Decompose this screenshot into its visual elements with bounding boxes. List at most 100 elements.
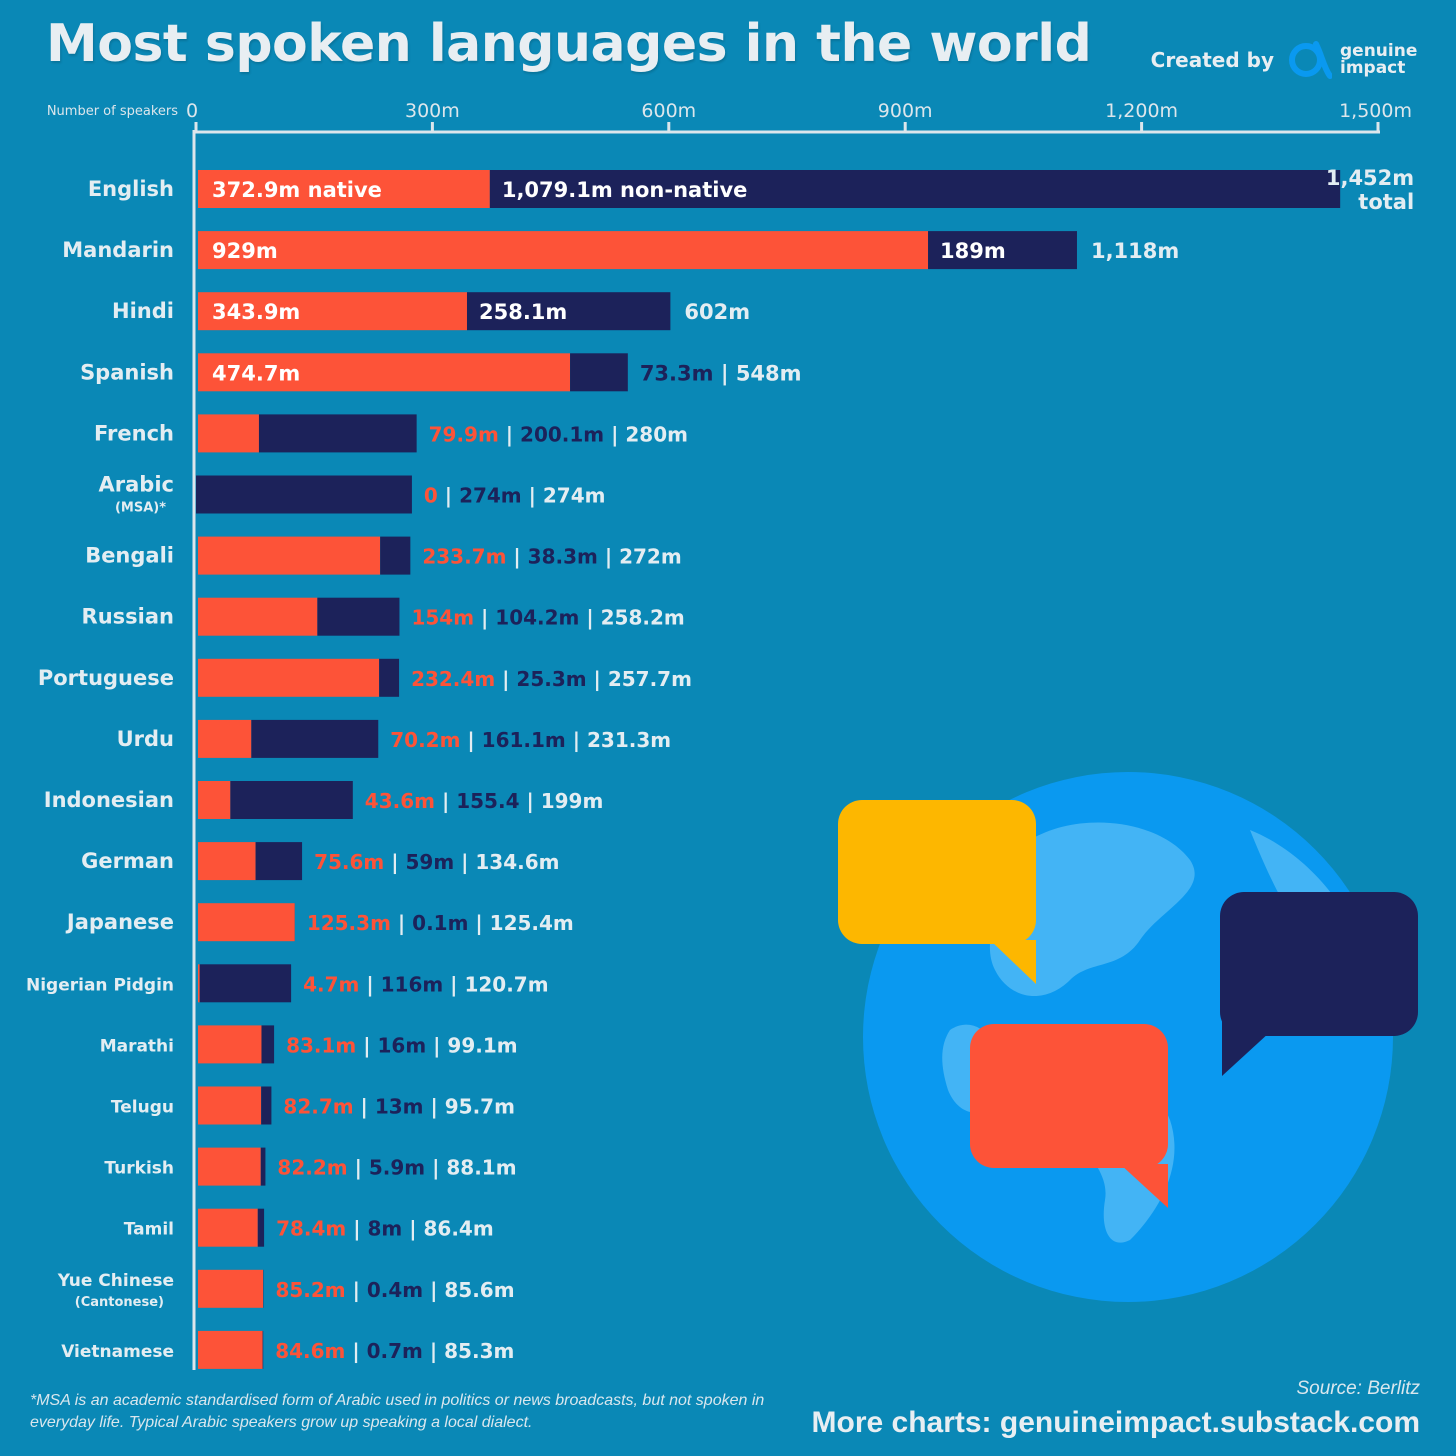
bar-native bbox=[198, 781, 231, 819]
value-label-group: 73.3m | 548m bbox=[640, 361, 802, 386]
native-value-label: 43.6m bbox=[365, 789, 435, 813]
category-label: Telugu bbox=[111, 1098, 174, 1118]
separator: | bbox=[345, 1339, 366, 1363]
speech-bubble-red-icon bbox=[970, 1024, 1168, 1208]
total-value-label: 99.1m bbox=[447, 1033, 517, 1057]
category-sublabel: (MSA)* bbox=[115, 501, 166, 516]
bar-non-native bbox=[317, 597, 400, 636]
non-native-value-label: 0.7m bbox=[367, 1339, 423, 1363]
x-tick-label: 1,500m bbox=[1339, 100, 1412, 122]
speech-bubble-yellow-icon bbox=[838, 800, 1036, 984]
bar-native bbox=[198, 1208, 258, 1247]
bar-native bbox=[198, 1147, 261, 1186]
alpha-logo-icon bbox=[1289, 41, 1332, 79]
bar-native bbox=[198, 231, 929, 270]
brand-name: genuine impact bbox=[1340, 43, 1420, 77]
category-label: Japanese bbox=[65, 910, 174, 934]
bar-native bbox=[198, 964, 200, 1003]
bar-native bbox=[198, 292, 467, 331]
separator: | bbox=[426, 1033, 447, 1057]
separator: | bbox=[604, 422, 625, 446]
bar-non-native bbox=[251, 719, 379, 758]
more-charts-link[interactable]: More charts: genuineimpact.substack.com bbox=[811, 1406, 1421, 1439]
value-label-group: 78.4m | 8m | 86.4m bbox=[276, 1217, 494, 1241]
x-tick-label: 600m bbox=[641, 100, 696, 122]
separator: | bbox=[495, 667, 516, 691]
non-native-value-label: 25.3m bbox=[516, 667, 586, 691]
bar-non-native bbox=[570, 353, 628, 392]
value-label-group: 79.9m | 200.1m | 280m bbox=[429, 422, 688, 446]
total-value-label: 231.3m bbox=[587, 728, 671, 752]
non-native-value-label: 116m bbox=[381, 972, 444, 996]
bar-non-native bbox=[379, 658, 400, 697]
bar-native bbox=[198, 1025, 262, 1064]
x-tick-label: 0 bbox=[186, 100, 198, 122]
separator: | bbox=[424, 1095, 445, 1119]
non-native-value-label: 155.4 bbox=[456, 789, 519, 813]
speech-bubble-navy-icon bbox=[1220, 892, 1418, 1076]
non-native-value-label: 161.1m bbox=[482, 728, 566, 752]
native-value-label: 84.6m bbox=[275, 1339, 345, 1363]
bar-non-native bbox=[199, 964, 292, 1003]
total-value-label: 85.6m bbox=[444, 1278, 514, 1302]
separator: | bbox=[425, 1156, 446, 1180]
native-value-label: 233.7m bbox=[422, 545, 506, 569]
value-label-group: 125.3m | 0.1m | 125.4m bbox=[307, 911, 574, 935]
credit-label: Created by bbox=[1150, 48, 1274, 72]
native-value-label: 0 bbox=[424, 484, 438, 508]
bar-non-native bbox=[489, 170, 1341, 208]
x-tick-label: 900m bbox=[878, 100, 933, 122]
bar-non-native bbox=[260, 1147, 266, 1186]
total-value-label: 274m bbox=[543, 484, 606, 508]
category-label: Marathi bbox=[100, 1036, 174, 1056]
separator: | bbox=[587, 667, 608, 691]
bar-non-native bbox=[255, 842, 303, 881]
value-label-group: 85.2m | 0.4m | 85.6m bbox=[275, 1278, 514, 1302]
category-label: Hindi bbox=[112, 299, 174, 323]
source-note: Source: Berlitz bbox=[1296, 1378, 1420, 1399]
non-native-value-label: 1,079.1m non-native bbox=[502, 178, 748, 202]
separator: | bbox=[714, 361, 736, 386]
category-label: Nigerian Pidgin bbox=[26, 975, 174, 995]
separator: | bbox=[423, 1278, 444, 1302]
category-label: Russian bbox=[82, 605, 174, 629]
value-label-group: 82.7m | 13m | 95.7m bbox=[283, 1095, 515, 1119]
total-value-label: 548m bbox=[736, 361, 802, 385]
value-label-group: 0 | 274m | 274m bbox=[424, 484, 606, 508]
bar-native bbox=[198, 1269, 264, 1308]
bar-native bbox=[198, 536, 381, 575]
non-native-value-label: 274m bbox=[459, 484, 522, 508]
non-native-value-label: 258.1m bbox=[479, 300, 567, 324]
native-value-label: 232.4m bbox=[411, 667, 495, 691]
native-value-label: 343.9m bbox=[212, 300, 300, 324]
separator: | bbox=[423, 1339, 444, 1363]
bar-native bbox=[198, 842, 256, 881]
native-value-label: 154m bbox=[411, 606, 474, 630]
category-label: Spanish bbox=[80, 360, 174, 384]
value-label-group: 70.2m | 161.1m | 231.3m bbox=[390, 728, 671, 752]
bar-native bbox=[198, 597, 318, 636]
separator: | bbox=[346, 1278, 367, 1302]
category-label: Arabic bbox=[99, 473, 174, 497]
x-axis-title: Number of speakers bbox=[47, 104, 178, 119]
bar-native bbox=[198, 353, 571, 392]
separator: | bbox=[519, 789, 540, 813]
separator: | bbox=[384, 850, 405, 874]
total-value-label: 272m bbox=[619, 545, 682, 569]
bar-non-native bbox=[261, 1086, 272, 1125]
x-tick-label: 1,200m bbox=[1105, 100, 1178, 122]
brand-logo[interactable]: genuine impact bbox=[1288, 40, 1420, 80]
value-label-group: 84.6m | 0.7m | 85.3m bbox=[275, 1339, 514, 1363]
category-label: Portuguese bbox=[38, 666, 174, 690]
category-label: Mandarin bbox=[62, 238, 174, 262]
total-value-label: 280m bbox=[625, 422, 688, 446]
separator: | bbox=[438, 484, 459, 508]
category-label: Tamil bbox=[124, 1220, 174, 1240]
category-label: French bbox=[94, 421, 174, 445]
category-label: Indonesian bbox=[44, 788, 174, 812]
bar-native bbox=[198, 1330, 263, 1369]
total-value-label: 258.2m bbox=[601, 606, 685, 630]
total-value-label: 95.7m bbox=[445, 1095, 515, 1119]
total-value-label: 134.6m bbox=[475, 850, 559, 874]
bar-non-native bbox=[261, 1025, 275, 1064]
